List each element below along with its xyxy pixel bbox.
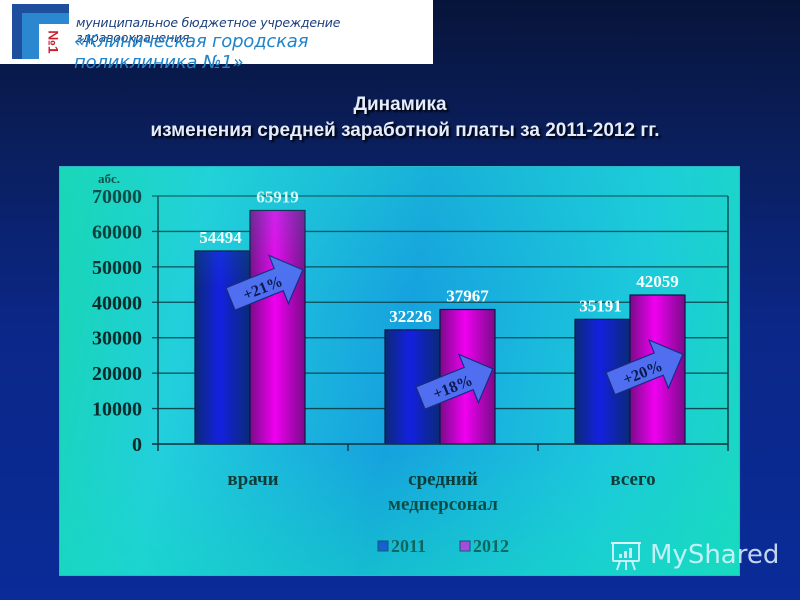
x-category-label: медперсонал bbox=[388, 494, 498, 515]
bar-value-label: 54494 bbox=[199, 228, 242, 247]
legend-swatch-2012 bbox=[459, 540, 471, 552]
bar-value-label: 42059 bbox=[636, 272, 679, 291]
watermark-text: MyShared bbox=[650, 540, 780, 570]
x-category-label: всего bbox=[610, 469, 655, 490]
chart-panel: 0 10000 20000 30000 40000 50000 60000 70000 абс.… bbox=[60, 167, 739, 575]
bar-2012 bbox=[249, 209, 306, 445]
bar-chart: 0 10000 20000 30000 40000 50000 60000 70000абс.… bbox=[92, 171, 729, 556]
x-category-label: средний bbox=[408, 469, 478, 490]
y-tick-label: 10000 bbox=[92, 399, 142, 421]
org-subtitle: муниципальное бюджетное учреждение здрав… bbox=[76, 15, 341, 45]
bar-value-label: 65919 bbox=[256, 187, 299, 206]
y-tick-label: 40000 bbox=[92, 292, 142, 314]
title-line-1: Динамика bbox=[353, 94, 447, 115]
title-line-2: изменения средней заработной платы за 20… bbox=[150, 120, 660, 141]
legend-label-2011: 2011 bbox=[391, 536, 426, 556]
logo-number: №1 bbox=[46, 29, 62, 54]
presentation-board-icon bbox=[611, 542, 641, 571]
logo-icon: №1 bbox=[12, 4, 69, 59]
y-axis-unit-label: абс. bbox=[98, 171, 120, 186]
y-tick-label: 50000 bbox=[92, 257, 142, 279]
y-tick-label: 70000 bbox=[92, 186, 142, 208]
org-name: «Клиническая городская поликлиника №1» bbox=[74, 31, 309, 73]
x-category-label: врачи bbox=[227, 469, 278, 490]
y-tick-label: 20000 bbox=[92, 363, 142, 385]
legend: 2011 2012 bbox=[377, 536, 509, 556]
legend-label-2012: 2012 bbox=[473, 536, 509, 556]
header-banner: №1 муниципальное бюджетное учреждение зд… bbox=[0, 0, 433, 73]
slide-title: Динамика изменения средней заработной пл… bbox=[0, 92, 800, 144]
y-tick-label: 60000 bbox=[92, 221, 142, 243]
bar-value-label: 32226 bbox=[389, 307, 432, 326]
y-tick-label: 0 bbox=[132, 434, 142, 456]
y-tick-label: 30000 bbox=[92, 328, 142, 350]
watermark: MyShared bbox=[608, 537, 779, 573]
bar-2011 bbox=[194, 250, 251, 445]
legend-swatch-2011 bbox=[377, 540, 389, 552]
bar-value-label: 37967 bbox=[446, 286, 489, 305]
bar-value-label: 35191 bbox=[579, 296, 622, 315]
